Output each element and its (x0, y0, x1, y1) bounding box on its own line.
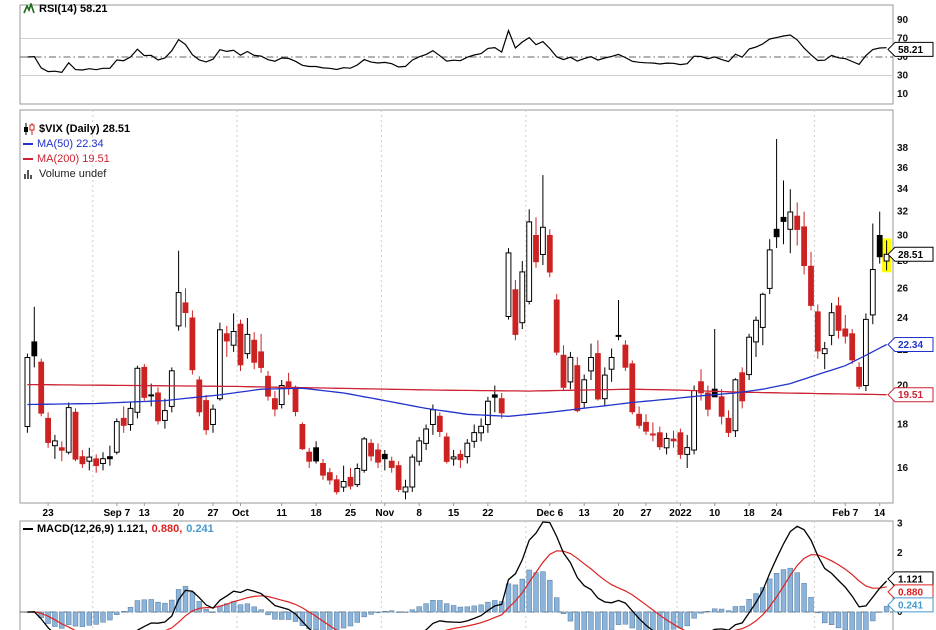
svg-text:30: 30 (897, 71, 909, 82)
rsi-legend: RSI(14) 58.21 (23, 3, 107, 15)
svg-text:18: 18 (311, 508, 323, 519)
svg-text:15: 15 (448, 508, 460, 519)
svg-text:34: 34 (897, 184, 909, 195)
rsi-legend-label: RSI(14) 58.21 (39, 3, 108, 15)
svg-text:38: 38 (897, 143, 909, 154)
rsi-panel: 90 70 50 30 10 58.21 (20, 15, 934, 100)
volume-row: Volume undef (23, 166, 106, 181)
svg-text:19.51: 19.51 (898, 390, 923, 401)
svg-text:2: 2 (897, 548, 903, 559)
ma200-legend-label: MA(200) 19.51 (37, 152, 110, 165)
svg-text:11: 11 (276, 508, 287, 519)
value-tag: 0.880 (887, 584, 934, 600)
ma200-swatch (23, 157, 33, 160)
volume-label: Volume undef (39, 167, 107, 180)
volume-bars-icon (24, 170, 32, 179)
svg-text:36: 36 (897, 163, 909, 174)
value-tag: 0.241 (887, 597, 934, 613)
svg-text:20: 20 (897, 380, 909, 391)
macd-panel-border (19, 520, 894, 630)
macd-signal-legend-label: 0.880, (151, 523, 183, 535)
value-tag: 58.21 (887, 41, 934, 57)
line-chart-icon (23, 3, 35, 14)
svg-text:26: 26 (897, 283, 909, 294)
svg-text:20: 20 (613, 508, 625, 519)
value-tag: 28.51 (887, 246, 934, 262)
svg-text:16: 16 (897, 463, 909, 474)
value-tag: 22.34 (887, 337, 934, 352)
svg-text:10: 10 (709, 508, 721, 519)
svg-text:Sep 7: Sep 7 (103, 508, 130, 519)
svg-text:0.880: 0.880 (898, 587, 923, 598)
svg-text:18: 18 (897, 419, 909, 430)
svg-text:2022: 2022 (669, 508, 692, 519)
svg-text:24: 24 (897, 313, 909, 324)
svg-text:0: 0 (897, 607, 903, 618)
svg-text:20: 20 (173, 508, 185, 519)
macd-legend-label: MACD(12,26,9) 1.121, (37, 523, 148, 535)
ma50-line (27, 343, 887, 417)
svg-text:24: 24 (771, 508, 783, 519)
svg-text:28.51: 28.51 (898, 250, 923, 261)
svg-text:22: 22 (482, 508, 494, 519)
month-gridlines (92, 110, 815, 630)
svg-text:90: 90 (897, 15, 909, 26)
macd-signal-line (27, 550, 887, 630)
symbol-label: $VIX (Daily) 28.51 (39, 122, 131, 135)
svg-text:50: 50 (897, 52, 909, 63)
svg-text:30: 30 (897, 230, 909, 241)
svg-text:13: 13 (139, 508, 151, 519)
svg-text:70: 70 (897, 34, 909, 45)
ma50-legend-label: MA(50) 22.34 (37, 137, 104, 150)
rsi-panel-border (19, 4, 894, 105)
price-panel-border (19, 109, 894, 504)
svg-text:10: 10 (897, 89, 909, 100)
svg-text:8: 8 (416, 508, 422, 519)
svg-text:13: 13 (579, 508, 591, 519)
ma200-row: MA(200) 19.51 (23, 151, 110, 166)
svg-text:18: 18 (744, 508, 756, 519)
svg-text:25: 25 (345, 508, 357, 519)
svg-text:Feb 7: Feb 7 (832, 508, 859, 519)
svg-text:27: 27 (207, 508, 219, 519)
macd-histogram (24, 567, 890, 630)
value-tag: 1.121 (887, 571, 934, 587)
candles (24, 139, 890, 500)
svg-text:Dec 6: Dec 6 (536, 508, 563, 519)
svg-text:58.21: 58.21 (898, 45, 923, 56)
svg-text:22.34: 22.34 (898, 340, 923, 351)
ma50-swatch (23, 142, 33, 145)
ma50-row: MA(50) 22.34 (23, 136, 104, 151)
macd-panel (20, 521, 893, 630)
svg-text:1.121: 1.121 (898, 574, 923, 585)
rsi-line (27, 28, 887, 74)
svg-text:32: 32 (897, 207, 909, 218)
svg-text:Oct: Oct (232, 508, 249, 519)
svg-text:27: 27 (640, 508, 652, 519)
candlestick-icon (24, 122, 35, 135)
svg-text:0.241: 0.241 (898, 600, 923, 611)
macd-hist-legend-label: 0.241 (186, 523, 214, 535)
macd-legend: MACD(12,26,9) 1.121, 0.880, 0.241 (23, 523, 214, 535)
value-tag: 19.51 (887, 387, 934, 403)
macd-swatch (23, 528, 33, 530)
price-legend: $VIX (Daily) 28.51 MA(50) 22.34 MA(200) … (23, 121, 130, 181)
svg-text:23: 23 (43, 508, 55, 519)
svg-text:Nov: Nov (375, 508, 394, 519)
svg-text:14: 14 (874, 508, 886, 519)
x-axis: 23 Sep 7 13 20 27 Oct 11 18 25 Nov 8 15 22 Dec 6 13 20 2… (43, 503, 886, 519)
macd-line (27, 521, 888, 630)
symbol-row: $VIX (Daily) 28.51 (23, 121, 130, 136)
svg-text:3: 3 (897, 519, 903, 530)
